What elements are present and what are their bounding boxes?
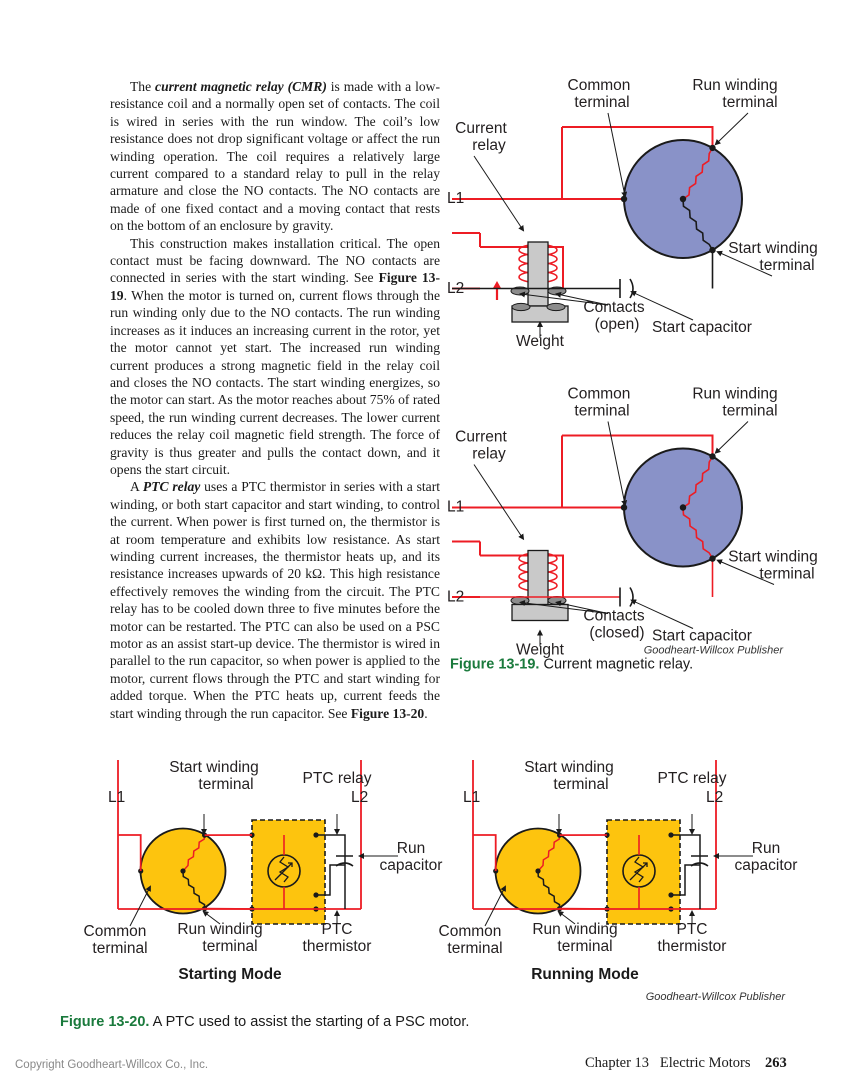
- svg-text:terminal: terminal: [557, 938, 612, 955]
- svg-text:terminal: terminal: [202, 938, 257, 955]
- svg-text:(closed): (closed): [589, 625, 644, 642]
- svg-text:Common: Common: [439, 923, 502, 940]
- svg-text:terminal: terminal: [574, 403, 629, 420]
- svg-text:Start capacitor: Start capacitor: [652, 319, 752, 336]
- svg-text:Run winding: Run winding: [692, 77, 777, 94]
- svg-text:PTC relay: PTC relay: [303, 770, 372, 787]
- svg-text:Figure 13-19. Current magnetic: Figure 13-19. Current magnetic relay.: [450, 657, 693, 673]
- svg-text:thermistor: thermistor: [658, 938, 727, 955]
- svg-text:Start winding: Start winding: [728, 549, 818, 566]
- svg-text:Goodheart-Willcox Publisher: Goodheart-Willcox Publisher: [644, 645, 785, 657]
- svg-text:Starting Mode: Starting Mode: [178, 966, 282, 983]
- svg-text:Start capacitor: Start capacitor: [652, 628, 752, 645]
- svg-text:L1: L1: [447, 499, 464, 516]
- svg-text:Running Mode: Running Mode: [531, 966, 639, 983]
- svg-text:relay: relay: [472, 137, 506, 154]
- svg-text:Start winding: Start winding: [169, 759, 259, 776]
- svg-text:Run: Run: [752, 840, 780, 857]
- svg-text:L1: L1: [108, 789, 125, 806]
- svg-text:Common: Common: [568, 386, 631, 403]
- svg-text:terminal: terminal: [722, 94, 777, 111]
- svg-text:terminal: terminal: [92, 940, 147, 957]
- svg-text:capacitor: capacitor: [380, 857, 443, 874]
- svg-text:Start winding: Start winding: [728, 240, 818, 257]
- svg-text:Run: Run: [397, 840, 425, 857]
- svg-text:terminal: terminal: [759, 566, 814, 583]
- svg-text:Goodheart-Willcox Publisher: Goodheart-Willcox Publisher: [646, 991, 787, 1003]
- svg-text:thermistor: thermistor: [303, 938, 372, 955]
- svg-text:Start winding: Start winding: [524, 759, 614, 776]
- svg-text:Common: Common: [84, 923, 147, 940]
- svg-text:capacitor: capacitor: [735, 857, 798, 874]
- svg-text:L2: L2: [706, 789, 723, 806]
- svg-text:L2: L2: [447, 280, 464, 297]
- svg-text:Current: Current: [455, 120, 507, 137]
- svg-text:terminal: terminal: [759, 257, 814, 274]
- svg-text:Current: Current: [455, 429, 507, 446]
- svg-text:terminal: terminal: [447, 940, 502, 957]
- svg-text:L1: L1: [463, 789, 480, 806]
- svg-text:(open): (open): [595, 316, 640, 333]
- svg-text:terminal: terminal: [553, 776, 608, 793]
- svg-text:L1: L1: [447, 190, 464, 207]
- svg-text:L2: L2: [447, 589, 464, 606]
- svg-text:L2: L2: [351, 789, 368, 806]
- svg-text:terminal: terminal: [574, 94, 629, 111]
- svg-text:terminal: terminal: [198, 776, 253, 793]
- svg-text:PTC relay: PTC relay: [658, 770, 727, 787]
- svg-text:Run winding: Run winding: [692, 386, 777, 403]
- svg-text:relay: relay: [472, 446, 506, 463]
- svg-text:terminal: terminal: [722, 403, 777, 420]
- svg-text:Common: Common: [568, 77, 631, 94]
